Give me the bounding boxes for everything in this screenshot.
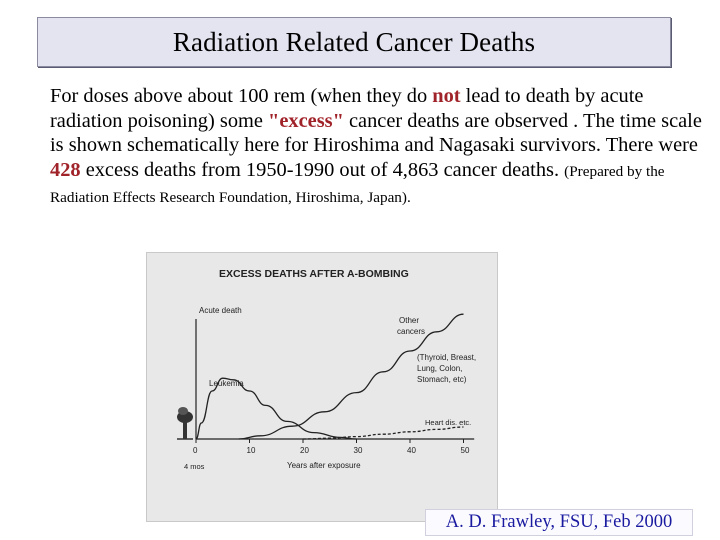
slide-title: Radiation Related Cancer Deaths	[172, 26, 536, 57]
slide-body-text: For doses above about 100 rem (when they…	[50, 84, 710, 211]
heart-disease-curve	[302, 426, 464, 440]
body-source-note: (Prepared by the Radiation Effects Resea…	[50, 162, 665, 207]
label-sites-3: Stomach, etc)	[417, 375, 467, 384]
x-tick-label: 20	[300, 446, 309, 455]
body-highlight-428: 428	[50, 158, 81, 181]
other-cancers-curve	[238, 313, 464, 440]
x-tick-label: 10	[247, 446, 256, 455]
slide-title-box: Radiation Related Cancer Deaths	[37, 17, 671, 67]
label-4-mos: 4 mos	[184, 462, 205, 471]
label-heart-disease: Heart dis. etc.	[425, 418, 471, 427]
figure-title: EXCESS DEATHS AFTER A-BOMBING	[219, 268, 409, 280]
body-highlight-excess: "excess"	[268, 109, 344, 132]
x-tick-label: 50	[461, 446, 470, 455]
label-leukemia: Leukemia	[209, 379, 244, 388]
body-part1: For doses above about 100 rem (when they…	[50, 85, 433, 107]
x-tick-label: 30	[354, 446, 363, 455]
excess-deaths-chart: EXCESS DEATHS AFTER A-BOMBING Acute deat…	[177, 268, 476, 471]
body-highlight-not: not	[432, 85, 461, 107]
x-axis-label: Years after exposure	[287, 461, 361, 470]
x-tick-label: 0	[193, 446, 198, 455]
leukemia-curve	[195, 377, 357, 440]
body-part4: excess deaths from 1950-1990 out of 4,86…	[80, 158, 565, 181]
body-part3: cancer deaths are observed . The time sc…	[50, 109, 702, 157]
label-sites-2: Lung, Colon,	[417, 364, 462, 373]
body-part2: lead to death by acute radiation poisoni…	[50, 85, 644, 132]
label-sites-1: (Thyroid, Breast,	[417, 353, 476, 362]
excess-deaths-figure: EXCESS DEATHS AFTER A-BOMBING Acute deat…	[146, 252, 498, 522]
x-tick-label: 40	[407, 446, 416, 455]
credit-text: A. D. Frawley, FSU, Feb 2000	[445, 512, 673, 533]
credit-box: A. D. Frawley, FSU, Feb 2000	[425, 509, 693, 536]
mushroom-cloud-icon	[177, 407, 193, 440]
label-other: Other	[399, 316, 419, 325]
label-acute-death: Acute death	[199, 306, 242, 315]
label-cancers: cancers	[397, 327, 425, 336]
